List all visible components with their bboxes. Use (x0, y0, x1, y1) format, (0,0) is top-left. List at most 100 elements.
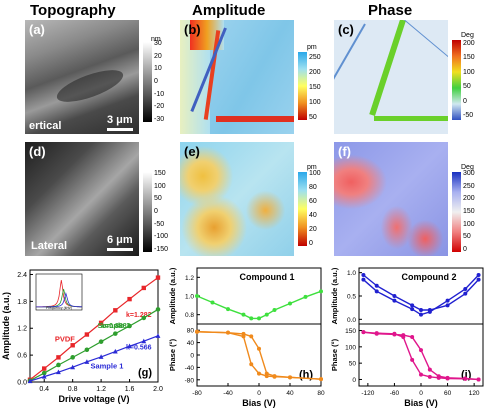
chart-g-point (98, 354, 104, 359)
panel-c-label: (c) (338, 22, 354, 37)
panel-d-topography-lateral: (d) Lateral 6 μm (25, 142, 139, 256)
colorbar-e-tick: 0 (309, 240, 313, 247)
chart-g-series-line (29, 335, 159, 382)
colorbar-a-tick: 0 (154, 78, 158, 85)
chart-g-amplitude-vs-drive: 0.4 0.8 1.2 1.6 2.0 0.0 0.6 1.2 1.8 2.4 Drive volt… (1, 269, 163, 404)
chart-i-amp-point (445, 298, 450, 303)
colorbar-c-tick: 100 (463, 68, 475, 76)
chart-h-amp-point (264, 312, 269, 317)
chart-i-amp-point (419, 308, 423, 312)
chart-g-point (27, 378, 33, 384)
chart-g-xtick-label: 0.4 (39, 386, 49, 393)
chart-h-phase-point (257, 346, 261, 351)
colorbar-b-tick: 200 (309, 69, 321, 76)
chart-g-xtick-label: 0.8 (68, 386, 78, 393)
colorbar-f-tick: 0 (463, 246, 467, 253)
chart-h-xtick-label: 80 (317, 390, 325, 397)
panel-f-phase: (f) (334, 142, 448, 256)
chart-g-point (113, 331, 118, 336)
colorbar-d-tick: 50 (154, 195, 162, 203)
chart-i-xtick-label: 120 (469, 390, 480, 397)
colorbar-c-tick: 0 (463, 97, 467, 105)
colorbar-b-tick: 150 (309, 84, 321, 91)
chart-i-phase-ytick-label: 50 (349, 361, 357, 368)
chart-g-panel-label: (g) (138, 367, 152, 379)
chart-i-title: Compound 2 (402, 272, 457, 282)
panel-a-scale-text: 3 μm (107, 114, 133, 126)
chart-i-amp-point (476, 273, 481, 277)
panel-d-scalebar (107, 248, 133, 251)
chart-i-amp-point (392, 298, 397, 303)
chart-h-amp-point (288, 301, 292, 306)
colorbar-e-tick: 40 (309, 212, 317, 219)
chart-g-point (127, 296, 132, 302)
chart-i-phase-point (392, 331, 397, 336)
chart-i-phase-point (463, 376, 468, 381)
chart-h-phase-point (264, 374, 269, 379)
panel-d-label: (d) (29, 144, 46, 159)
chart-g-ylabel: Amplitude (a.u.) (1, 292, 11, 360)
chart-g-xtick-label: 1.2 (96, 386, 106, 393)
colorbar-f-tick: 100 (463, 220, 475, 228)
colorbar-f-tick: 50 (463, 233, 471, 241)
chart-g-point (98, 320, 104, 326)
colorbar-a-tick: -20 (154, 103, 165, 111)
chart-h-amp-point (226, 307, 230, 312)
chart-g-frame (29, 269, 159, 383)
colorbar-d-tick: -50 (154, 220, 165, 228)
chart-h-phase-point (288, 375, 292, 380)
chart-g-series-slope: k=0.566 (126, 345, 152, 352)
chart-g-point (127, 323, 132, 329)
chart-h-amp-point (210, 300, 215, 305)
chart-g-xtick-label: 1.6 (125, 386, 135, 393)
panel-a-label: (a) (29, 22, 45, 37)
panel-e-label: (e) (184, 144, 200, 159)
chart-i-xtick-label: -120 (361, 390, 374, 397)
chart-h-amp-point (195, 294, 199, 298)
chart-h-phase-ytick-label: -80 (185, 377, 195, 384)
chart-h-phase-ytick-label: 40 (187, 340, 195, 347)
chart-g-point (56, 362, 61, 368)
chart-g-point (56, 369, 61, 375)
chart-h-compound1: -80 -40 0 40 80 1.2 1.0 0.8 80 40 0 -40 -80 Bias (V) A… (168, 267, 325, 408)
colorbar-d-tick: 0 (154, 208, 158, 215)
chart-g-series-line (29, 308, 159, 382)
chart-g-point (84, 347, 90, 353)
chart-i-phase-point (476, 377, 481, 382)
chart-g-point (56, 355, 61, 360)
chart-g-xlabel: Drive voltage (V) (58, 394, 129, 404)
colorbar-a-unit: nm (151, 36, 161, 43)
chart-g-point (84, 359, 90, 364)
chart-g-point (41, 374, 47, 379)
chart-h-phase-point (195, 329, 199, 334)
chart-g-point (141, 315, 147, 321)
chart-h-ylabel-phase: Phase (°) (168, 338, 177, 371)
chart-i-xlabel: Bias (V) (404, 398, 438, 408)
chart-i-amp-point (476, 277, 481, 282)
chart-i-amp-point (410, 303, 415, 308)
chart-h-phase-point (257, 371, 261, 376)
chart-h-xtick-label: -40 (223, 390, 233, 397)
chart-i-amp-point (361, 277, 366, 282)
chart-h-xlabel: Bias (V) (242, 398, 276, 408)
panel-c-phase: (c) (334, 20, 448, 134)
chart-i-panel-label: (i) (461, 369, 472, 381)
colorbar-d (143, 172, 152, 252)
title-topography: Topography (30, 2, 116, 19)
chart-g-point (141, 285, 146, 291)
colorbar-b-unit: pm (307, 44, 317, 51)
chart-i-phase-point (419, 372, 423, 377)
chart-i-amp-point (374, 283, 379, 288)
chart-h-phase-ytick-label: -40 (185, 365, 195, 372)
chart-i-phase-point (374, 331, 379, 336)
chart-h-amp-point (241, 312, 246, 317)
chart-g-point (155, 307, 161, 312)
chart-g-point (98, 339, 104, 344)
chart-g-inset-peak (36, 292, 82, 308)
colorbar-e-tick: 60 (309, 198, 317, 205)
chart-h-amp-ytick-label: 1.2 (185, 275, 194, 282)
panel-d-mode: Lateral (31, 240, 68, 252)
chart-i-phase-point (361, 330, 366, 335)
colorbar-a-tick: 10 (154, 65, 162, 73)
colorbar-f (452, 172, 461, 252)
